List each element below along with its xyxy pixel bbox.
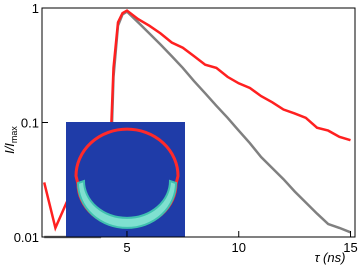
- y-tick-label: 0.01: [14, 230, 39, 245]
- x-tick-label: 10: [232, 240, 246, 255]
- x-tick-label: 5: [123, 240, 130, 255]
- y-axis-label-sub: max: [9, 126, 19, 144]
- y-tick-label: 1: [32, 1, 39, 16]
- y-tick-label: 0.1: [21, 116, 39, 131]
- x-tick-label: 15: [343, 240, 357, 255]
- x-axis-label: τ (ns): [315, 250, 346, 265]
- y-axis-label-text: I/I: [2, 143, 17, 154]
- inset-image: [66, 122, 185, 237]
- y-axis-label: I/Imax: [2, 126, 19, 154]
